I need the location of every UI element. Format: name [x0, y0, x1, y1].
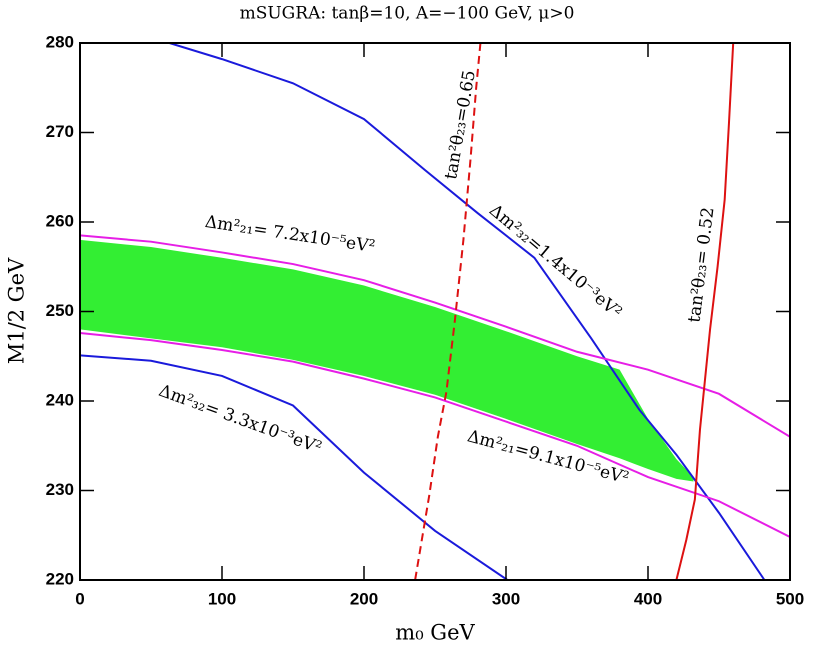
y-tick-label: 250: [46, 301, 74, 320]
contour-line: [80, 354, 508, 580]
y-tick-label: 280: [46, 32, 74, 51]
curve-annotation: Δm²₂₁= 7.2x10⁻⁵eV²: [204, 212, 377, 257]
y-tick-label: 270: [46, 122, 74, 141]
contour-line: [169, 43, 766, 580]
allowed-region: [80, 239, 694, 482]
x-tick-label: 100: [208, 589, 236, 608]
contour-line: [675, 43, 735, 580]
y-axis-label: M1/2 GeV: [5, 257, 29, 364]
y-tick-label: 230: [46, 480, 74, 499]
chart-title: mSUGRA: tanβ=10, A=−100 GeV, μ>0: [240, 4, 575, 24]
x-tick-label: 400: [634, 589, 662, 608]
y-tick-label: 240: [46, 390, 74, 409]
x-tick-label: 300: [492, 589, 520, 608]
curve-annotation: Δm²₃₂=1.4x10⁻³eV²: [485, 201, 625, 323]
x-tick-label: 500: [776, 589, 804, 608]
contour-line: [414, 43, 482, 580]
contour-line: [80, 234, 790, 438]
curve-annotation: Δm²₃₂= 3.3x10⁻³eV²: [156, 381, 324, 459]
y-tick-label: 220: [46, 569, 74, 588]
x-axis-label: m₀ GeV: [395, 621, 475, 645]
contour-line: [80, 331, 790, 538]
x-tick-label: 0: [75, 589, 84, 608]
y-tick-label: 260: [46, 211, 74, 230]
x-tick-label: 200: [350, 589, 378, 608]
